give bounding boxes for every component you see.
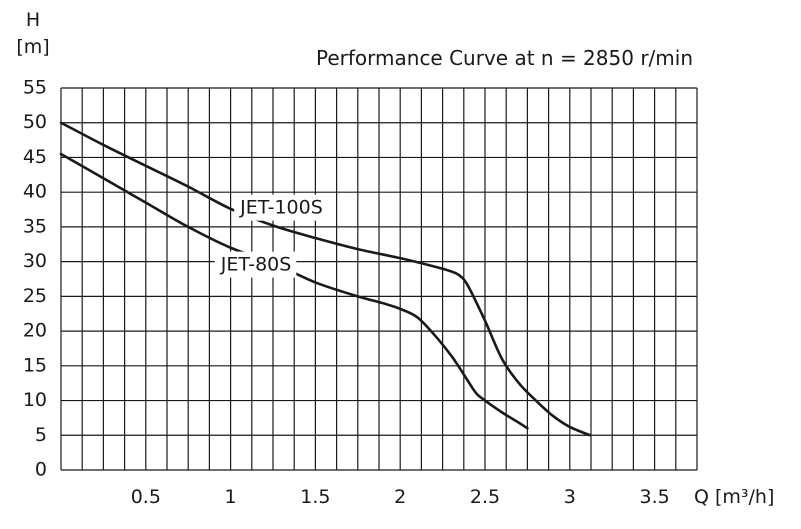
y-tick-label: 5 bbox=[35, 424, 47, 446]
y-tick-label: 50 bbox=[23, 111, 47, 133]
x-tick-label: 3 bbox=[564, 486, 576, 508]
curve-labels: JET-100S JET-80S bbox=[214, 194, 328, 278]
curve-jet-80s bbox=[59, 152, 529, 430]
x-axis-label: Q [m³/h] bbox=[694, 486, 774, 508]
y-tick-label: 20 bbox=[23, 320, 47, 342]
curve-label-group: JET-100S bbox=[234, 194, 328, 221]
chart-title: Performance Curve at n = 2850 r/min bbox=[316, 46, 693, 70]
curve-label-background bbox=[214, 251, 297, 278]
y-tick-label: 35 bbox=[23, 215, 47, 237]
x-tick-label: 2 bbox=[394, 486, 406, 508]
y-tick-label: 10 bbox=[23, 389, 47, 411]
y-axis-label-unit: [m] bbox=[16, 36, 49, 58]
x-tick-label: 0.5 bbox=[131, 486, 161, 508]
x-tick-label: 1.5 bbox=[300, 486, 330, 508]
curve-label-jet-80s: JET-80S bbox=[220, 254, 292, 276]
x-tick-label: 3.5 bbox=[639, 486, 669, 508]
x-tick-label: 2.5 bbox=[470, 486, 500, 508]
y-tick-label: 0 bbox=[35, 459, 47, 481]
y-tick-label: 30 bbox=[23, 250, 47, 272]
y-tick-label: 55 bbox=[23, 77, 47, 99]
y-tick-label: 25 bbox=[23, 285, 47, 307]
y-tick-label: 40 bbox=[23, 181, 47, 203]
x-tick-label: 1 bbox=[225, 486, 237, 508]
y-tick-label: 45 bbox=[23, 146, 47, 168]
y-tick-labels: 0 5 10 15 20 25 30 35 40 45 50 55 bbox=[23, 77, 47, 481]
curve-label-background bbox=[234, 194, 328, 221]
curves bbox=[59, 121, 592, 437]
y-axis-label-symbol: H bbox=[26, 9, 40, 31]
curve-label-group: JET-80S bbox=[214, 251, 297, 278]
x-tick-labels: 0.5 1 1.5 2 2.5 3 3.5 bbox=[131, 486, 670, 508]
curve-jet-100s bbox=[59, 121, 592, 437]
grid bbox=[60, 87, 698, 471]
curve-label-jet-100s: JET-100S bbox=[239, 197, 323, 219]
y-tick-label: 15 bbox=[23, 354, 47, 376]
